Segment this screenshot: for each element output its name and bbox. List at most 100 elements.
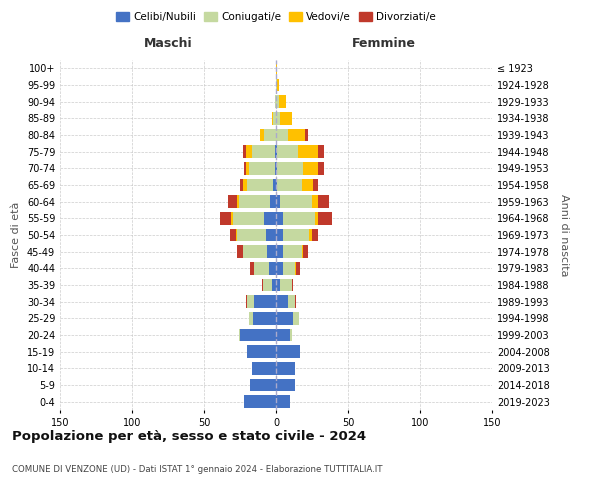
Bar [276, 229, 283, 241]
Bar [276, 346, 301, 358]
Bar [265, 212, 276, 224]
Bar [246, 296, 247, 308]
Bar [247, 346, 276, 358]
Bar [276, 129, 287, 141]
Bar [276, 296, 287, 308]
Bar [296, 262, 301, 274]
Text: COMUNE DI VENZONE (UD) - Dati ISTAT 1° gennaio 2024 - Elaborazione TUTTITALIA.IT: COMUNE DI VENZONE (UD) - Dati ISTAT 1° g… [12, 465, 383, 474]
Bar [276, 279, 280, 291]
Bar [276, 96, 279, 108]
Bar [254, 296, 276, 308]
Bar [318, 146, 323, 158]
Legend: Celibi/Nubili, Coniugati/e, Vedovi/e, Divorziati/e: Celibi/Nubili, Coniugati/e, Vedovi/e, Di… [112, 8, 440, 26]
Bar [276, 379, 295, 391]
Bar [318, 196, 329, 208]
Bar [262, 279, 263, 291]
Bar [283, 229, 309, 241]
Bar [280, 196, 312, 208]
Bar [273, 179, 276, 192]
Bar [244, 162, 246, 174]
Text: Maschi: Maschi [143, 37, 193, 50]
Bar [237, 246, 243, 258]
Bar [276, 179, 277, 192]
Bar [243, 246, 268, 258]
Bar [253, 312, 276, 324]
Bar [276, 396, 290, 408]
Bar [280, 112, 292, 124]
Bar [240, 329, 276, 341]
Bar [315, 212, 318, 224]
Bar [269, 262, 276, 274]
Bar [276, 196, 280, 208]
Bar [247, 179, 273, 192]
Bar [276, 112, 280, 124]
Bar [220, 212, 232, 224]
Bar [276, 146, 277, 158]
Bar [290, 329, 292, 341]
Bar [251, 362, 276, 374]
Bar [232, 212, 233, 224]
Bar [305, 129, 308, 141]
Bar [251, 146, 275, 158]
Bar [250, 379, 276, 391]
Bar [230, 229, 236, 241]
Bar [263, 279, 272, 291]
Bar [276, 362, 295, 374]
Bar [276, 212, 283, 224]
Bar [302, 179, 313, 192]
Bar [266, 229, 276, 241]
Y-axis label: Fasce di età: Fasce di età [11, 202, 21, 268]
Bar [318, 212, 332, 224]
Bar [246, 146, 251, 158]
Bar [304, 162, 318, 174]
Bar [260, 129, 265, 141]
Bar [318, 162, 323, 174]
Bar [240, 179, 243, 192]
Bar [243, 146, 246, 158]
Bar [287, 129, 305, 141]
Bar [247, 296, 254, 308]
Bar [246, 162, 248, 174]
Bar [283, 246, 302, 258]
Bar [236, 229, 237, 241]
Bar [265, 129, 276, 141]
Bar [244, 396, 276, 408]
Bar [275, 96, 276, 108]
Bar [272, 279, 276, 291]
Bar [250, 262, 254, 274]
Bar [277, 146, 298, 158]
Bar [276, 312, 293, 324]
Bar [279, 96, 286, 108]
Bar [302, 246, 304, 258]
Bar [229, 196, 237, 208]
Text: Femmine: Femmine [352, 37, 416, 50]
Bar [233, 212, 265, 224]
Bar [276, 162, 277, 174]
Bar [248, 162, 275, 174]
Bar [277, 79, 279, 92]
Bar [309, 229, 312, 241]
Bar [239, 196, 270, 208]
Bar [313, 179, 318, 192]
Bar [237, 196, 239, 208]
Bar [273, 112, 276, 124]
Bar [283, 262, 295, 274]
Bar [276, 329, 290, 341]
Bar [254, 262, 269, 274]
Bar [298, 146, 318, 158]
Bar [277, 162, 304, 174]
Bar [312, 196, 318, 208]
Bar [239, 329, 240, 341]
Bar [295, 296, 296, 308]
Bar [243, 179, 247, 192]
Bar [277, 179, 302, 192]
Bar [275, 162, 276, 174]
Bar [276, 62, 277, 74]
Bar [276, 262, 283, 274]
Bar [276, 79, 277, 92]
Bar [295, 262, 296, 274]
Bar [304, 246, 308, 258]
Bar [280, 279, 292, 291]
Text: Popolazione per età, sesso e stato civile - 2024: Popolazione per età, sesso e stato civil… [12, 430, 366, 443]
Bar [248, 312, 253, 324]
